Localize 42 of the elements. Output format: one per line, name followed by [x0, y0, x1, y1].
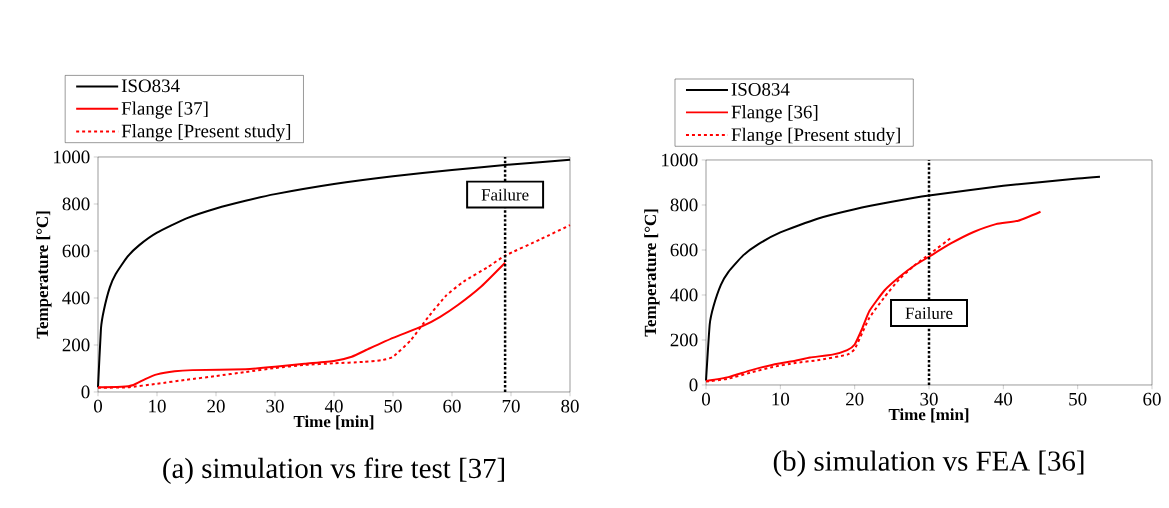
y-tick-label: 600: [62, 244, 90, 258]
text: (a) simulation vs fire test [37]: [163, 457, 505, 484]
y-tick-label: 600: [670, 243, 698, 257]
x-tick-label: 40: [324, 399, 343, 413]
x-axis-title: Time [min]: [293, 415, 374, 430]
y-tick-label: 1000: [54, 150, 90, 164]
y-axis-title: Temperature [°C]: [644, 209, 660, 337]
x-tick-label: 60: [1143, 392, 1161, 406]
x-tick-label: 20: [207, 399, 225, 413]
x-tick-label: 30: [266, 399, 284, 413]
legend-label: ISO834: [731, 83, 790, 96]
x-tick-label: 50: [384, 399, 402, 413]
x-tick-label: 40: [994, 392, 1013, 406]
y-tick-label: 400: [62, 291, 90, 305]
x-tick-label: 50: [1069, 392, 1087, 406]
legend-label: Flange [36]: [731, 105, 818, 123]
legend-label: Flange [Present study]: [731, 127, 900, 145]
x-tick-label: 10: [149, 399, 166, 413]
x-axis-title: Time [min]: [888, 408, 969, 423]
x-tick-label: 60: [443, 399, 461, 413]
x-tick-label: 0: [702, 392, 711, 406]
legend-label: ISO834: [121, 79, 180, 93]
y-tick-label: 200: [62, 338, 90, 352]
x-tick-label: 70: [502, 399, 520, 413]
text: (b) simulation vs FEA [36]: [773, 450, 1084, 477]
legend-label: Flange [37]: [121, 101, 208, 119]
x-tick-label: 30: [920, 392, 938, 406]
x-tick-label: 20: [846, 392, 864, 406]
y-tick-label: 200: [670, 333, 698, 347]
y-tick-label: 800: [62, 197, 90, 211]
line-series: [97, 158, 572, 389]
y-tick-label: 400: [670, 288, 698, 302]
legend-label: Flange [Present study]: [121, 124, 291, 142]
y-tick-label: 1000: [662, 153, 698, 167]
x-tick-label: 80: [561, 399, 579, 413]
x-tick-label: 0: [94, 399, 103, 413]
y-tick-label: 0: [689, 378, 698, 392]
ref-line-label: Failure: [905, 307, 953, 319]
x-tick-label: 10: [772, 392, 790, 406]
y-axis-title: Temperature [°C]: [36, 211, 52, 339]
y-tick-label: 800: [670, 198, 698, 212]
ref-line-label: Failure: [481, 188, 529, 201]
